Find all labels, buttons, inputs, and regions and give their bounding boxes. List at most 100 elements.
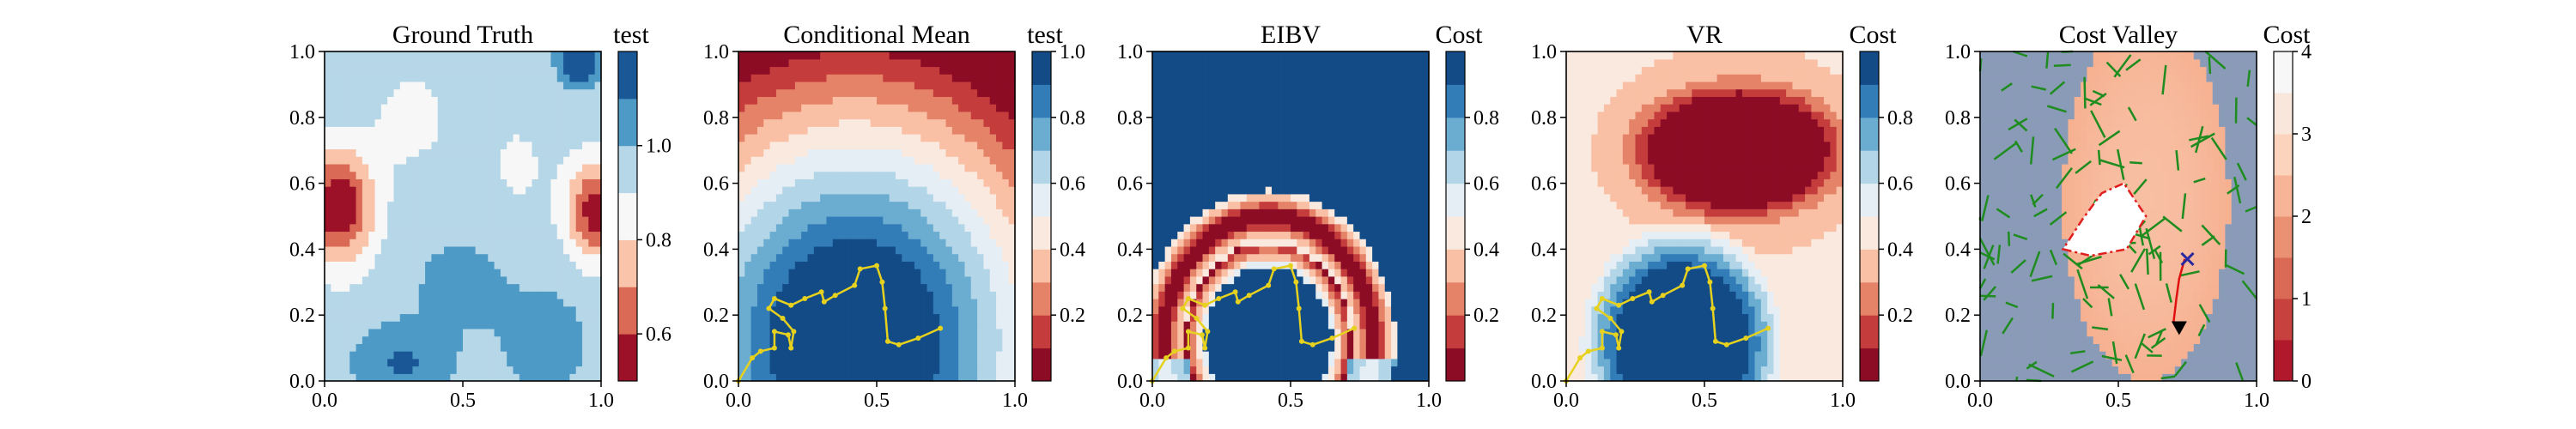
heatmap-cell	[933, 245, 940, 255]
heatmap-cell	[469, 366, 477, 374]
heatmap-cell	[750, 239, 758, 247]
heatmap-cell	[895, 351, 902, 360]
heatmap-cell	[1008, 118, 1016, 127]
heatmap-cell	[1227, 118, 1235, 127]
heatmap-cell	[864, 126, 872, 135]
heatmap-cell	[1008, 231, 1016, 239]
heatmap-cell	[1164, 141, 1172, 150]
heatmap-cell	[1002, 208, 1010, 217]
heatmap-cell	[556, 343, 564, 352]
heatmap-cell	[406, 335, 414, 344]
heatmap-cell	[494, 66, 501, 75]
heatmap-cell	[1152, 58, 1159, 68]
heatmap-cell	[361, 328, 369, 337]
heatmap-cell	[883, 223, 890, 233]
heatmap-cell	[1253, 178, 1261, 187]
heatmap-cell	[387, 328, 395, 337]
heatmap-cell	[958, 66, 966, 75]
heatmap-cell	[763, 51, 771, 60]
heatmap-cell	[1240, 104, 1248, 112]
heatmap-cell	[744, 208, 752, 217]
heatmap-cell	[977, 358, 985, 367]
heatmap-cell	[763, 328, 771, 337]
heatmap-cell	[544, 81, 552, 90]
heatmap-cell	[1253, 366, 1261, 374]
heatmap-cell	[1265, 291, 1273, 299]
heatmap-cell	[575, 216, 583, 225]
heatmap-cell	[750, 231, 758, 239]
heatmap-cell	[488, 299, 495, 307]
heatmap-cell	[393, 223, 401, 233]
heatmap-cell	[738, 51, 745, 60]
heatmap-cell	[1265, 245, 1273, 255]
heatmap-cell	[895, 366, 902, 374]
heatmap-cell	[977, 253, 985, 262]
heatmap-cell	[1177, 111, 1185, 120]
heatmap-cell	[983, 313, 991, 322]
heatmap-cell	[588, 291, 596, 299]
heatmap-cell	[575, 96, 583, 105]
heatmap-cell	[744, 163, 752, 172]
heatmap-cell	[361, 104, 369, 112]
heatmap-cell	[826, 216, 834, 225]
heatmap-cell	[845, 66, 853, 75]
heatmap-cell	[380, 111, 388, 120]
heatmap-cell	[380, 163, 388, 172]
heatmap-cell	[775, 178, 783, 187]
heatmap-cell	[519, 186, 526, 195]
heatmap-cell	[951, 269, 959, 277]
heatmap-cell	[1208, 111, 1216, 120]
heatmap-cell	[1246, 111, 1254, 120]
heatmap-cell	[1002, 134, 1010, 142]
heatmap-cell	[1246, 321, 1254, 329]
heatmap-cell	[939, 51, 947, 60]
heatmap-cell	[883, 186, 890, 195]
heatmap-cell	[507, 313, 514, 322]
heatmap-cell	[425, 239, 433, 247]
heatmap-cell	[425, 283, 433, 292]
heatmap-cell	[977, 104, 985, 112]
heatmap-cell	[1164, 366, 1172, 374]
path-point	[757, 348, 763, 354]
heatmap-cell	[983, 208, 991, 217]
heatmap-cell	[1183, 269, 1191, 277]
heatmap-cell	[775, 321, 783, 329]
heatmap-cell	[393, 305, 401, 315]
heatmap-cell	[550, 193, 558, 202]
heatmap-cell	[331, 111, 338, 120]
heatmap-cell	[1265, 216, 1273, 225]
heatmap-cell	[883, 88, 890, 97]
heatmap-cell	[526, 51, 533, 60]
heatmap-cell	[970, 373, 978, 382]
heatmap-cell	[927, 58, 934, 68]
heatmap-cell	[927, 96, 934, 105]
heatmap-cell	[1284, 231, 1291, 239]
heatmap-cell	[1164, 245, 1172, 255]
heatmap-cell	[337, 178, 344, 187]
heatmap-cell	[801, 201, 809, 209]
heatmap-cell	[349, 186, 357, 195]
heatmap-cell	[1272, 178, 1279, 187]
heatmap-cell	[977, 193, 985, 202]
heatmap-cell	[945, 231, 953, 239]
heatmap-cell	[538, 313, 545, 322]
heatmap-cell	[775, 275, 783, 285]
heatmap-cell	[744, 253, 752, 262]
heatmap-cell	[481, 118, 489, 127]
heatmap-cell	[895, 231, 902, 239]
heatmap-cell	[889, 193, 896, 202]
heatmap-cell	[1221, 186, 1229, 195]
heatmap-cell	[933, 141, 940, 150]
heatmap-cell	[788, 291, 796, 299]
heatmap-cell	[582, 156, 589, 165]
heatmap-cell	[588, 351, 596, 360]
heatmap-cell	[939, 261, 947, 269]
heatmap-cell	[908, 126, 915, 135]
heatmap-cell	[756, 239, 764, 247]
heatmap-cell	[738, 193, 745, 202]
heatmap-cell	[337, 283, 344, 292]
heatmap-cell	[507, 104, 514, 112]
heatmap-cell	[575, 118, 583, 127]
heatmap-cell	[337, 269, 344, 277]
heatmap-cell	[513, 126, 520, 135]
